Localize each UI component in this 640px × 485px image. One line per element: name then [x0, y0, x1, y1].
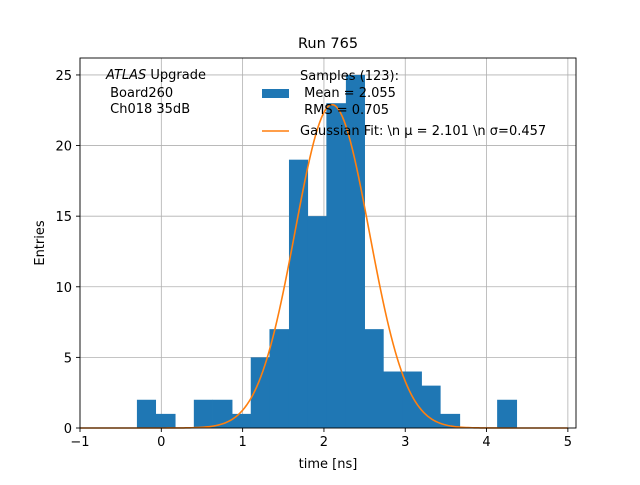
- annotation-line-experiment: ATLAS Upgrade: [105, 68, 206, 83]
- x-tick-label: 4: [482, 435, 490, 450]
- annotation-experiment: ATLAS: [105, 68, 146, 83]
- annotation-channel: Ch018 35dB: [106, 102, 190, 117]
- x-tick-label: 0: [157, 435, 165, 450]
- chart-title: Run 765: [298, 36, 358, 52]
- y-tick-label: 0: [64, 422, 72, 437]
- histogram-bar: [345, 74, 365, 428]
- legend-fit-label: Gaussian Fit: \n μ = 2.101 \n σ=0.457: [300, 124, 546, 139]
- legend-hist-swatch: [262, 89, 289, 98]
- legend-hist-label-line2: Mean = 2.055: [300, 86, 396, 101]
- y-tick-label: 20: [55, 140, 72, 155]
- x-tick-label: 5: [564, 435, 572, 450]
- y-tick-label: 5: [64, 351, 72, 366]
- annotation-experiment-suffix: Upgrade: [146, 68, 206, 83]
- histogram-bar: [232, 413, 252, 428]
- x-tick-label: 3: [401, 435, 409, 450]
- histogram-bar: [288, 159, 309, 428]
- histogram-bar: [326, 103, 347, 428]
- x-axis-label: time [ns]: [299, 457, 358, 472]
- histogram-bar: [307, 216, 327, 428]
- y-tick-label: 25: [55, 69, 72, 84]
- histogram-bar: [421, 385, 441, 428]
- legend-hist-label-line1: Samples (123):: [300, 69, 399, 84]
- x-tick-label: 2: [320, 435, 328, 450]
- legend: Samples (123): Mean = 2.055 RMS = 0.705 …: [262, 69, 546, 139]
- grid: [79, 58, 576, 429]
- histogram-bar: [497, 399, 518, 428]
- atlas-annotation: ATLAS Upgrade Board260 Ch018 35dB: [105, 68, 206, 117]
- histogram-bar: [383, 371, 404, 428]
- x-axis-ticks: −1 0 1 2 3 4 5: [70, 428, 572, 450]
- y-axis-ticks: 0 5 10 15 20 25: [55, 69, 80, 437]
- histogram-bar: [250, 357, 270, 428]
- histogram-bar: [155, 413, 176, 428]
- histogram-bar: [364, 329, 384, 428]
- legend-hist-label-line3: RMS = 0.705: [300, 103, 389, 118]
- histogram-bar: [212, 399, 233, 428]
- histogram-bar: [269, 329, 290, 428]
- x-tick-label: −1: [70, 435, 89, 450]
- annotation-board: Board260: [106, 86, 173, 101]
- y-axis-label: Entries: [33, 220, 48, 266]
- histogram-bars: [136, 74, 518, 428]
- histogram-bar: [402, 371, 422, 428]
- histogram-bar: [193, 399, 213, 428]
- y-tick-label: 10: [55, 281, 72, 296]
- x-tick-label: 1: [238, 435, 246, 450]
- y-tick-label: 15: [55, 210, 72, 225]
- histogram-bar: [136, 399, 157, 428]
- axes-frame: [79, 57, 577, 429]
